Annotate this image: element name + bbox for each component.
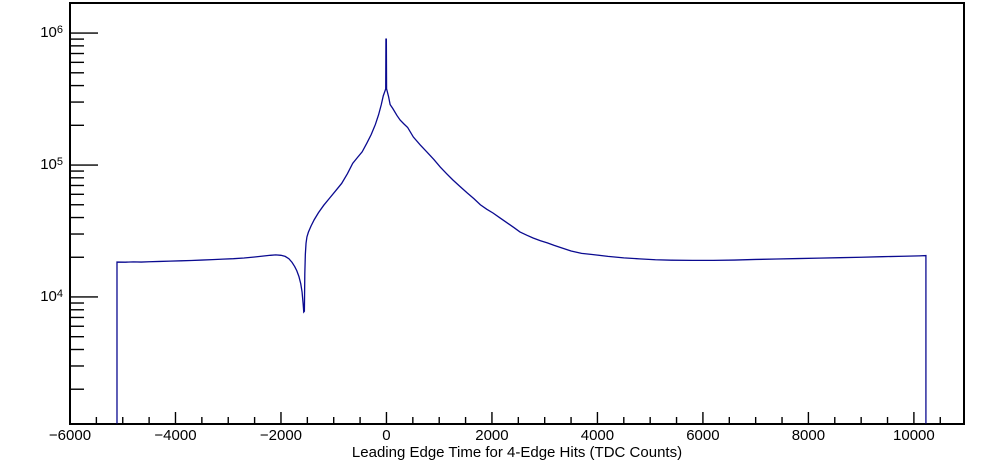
y-tick-label: 106 (40, 24, 63, 42)
x-tick-label: 6000 (686, 427, 720, 444)
x-tick-label: 10000 (893, 427, 935, 444)
x-tick-label: −2000 (259, 427, 303, 444)
x-tick-label: 0 (382, 427, 391, 444)
axis-ticks (69, 32, 941, 424)
histogram-line (116, 38, 927, 424)
x-tick-label: 4000 (580, 427, 615, 444)
plot-frame (69, 2, 965, 425)
y-tick-label: 104 (40, 287, 63, 305)
y-tick-label: 105 (40, 156, 63, 174)
x-tick-label: 8000 (791, 427, 826, 444)
x-tick-label: −4000 (154, 427, 197, 444)
x-tick-label: 2000 (475, 427, 509, 444)
x-axis-title: Leading Edge Time for 4-Edge Hits (TDC C… (351, 444, 683, 461)
x-tick-label: −6000 (48, 427, 92, 444)
